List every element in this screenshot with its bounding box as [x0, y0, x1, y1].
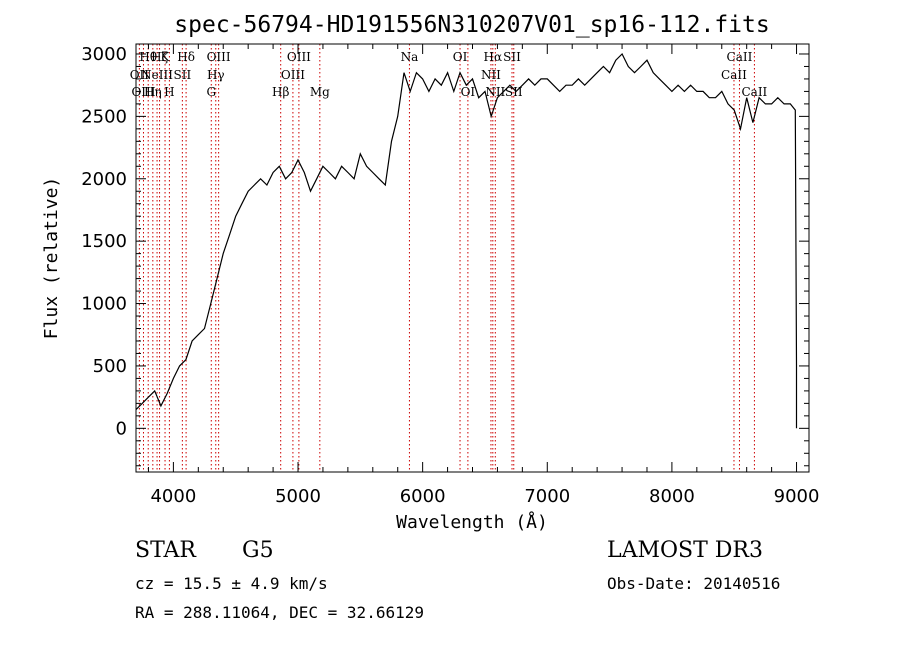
x-axis: 4000 5000 6000 7000 8000 9000	[147, 44, 820, 507]
plot-frame	[135, 43, 810, 473]
redshift: cz = 15.5 ± 4.9 km/s	[135, 574, 328, 593]
x-tick-label: 9000	[774, 486, 820, 507]
line-marker-label: Hα	[484, 50, 503, 64]
line-marker-label: Hζ	[151, 50, 168, 64]
y-tick-label: 2500	[81, 106, 127, 127]
line-marker-label: G	[206, 85, 216, 99]
y-tick-label: 0	[116, 418, 127, 439]
y-axis: 0 500 1000 1500 2000 2500 3000	[81, 44, 809, 467]
line-marker-label: H	[164, 85, 174, 99]
line-marker-label: Hγ	[207, 68, 225, 82]
line-marker-label: Hβ	[272, 85, 289, 99]
y-tick-label: 1000	[81, 294, 127, 315]
spectrum-line	[135, 52, 798, 429]
line-marker-label: SII	[503, 50, 521, 64]
x-tick-label: 8000	[649, 486, 695, 507]
y-tick-label: 1500	[81, 231, 127, 252]
chart-title: spec-56794-HD191556N310207V01_sp16-112.f…	[174, 12, 769, 38]
line-marker-label: OIII	[131, 85, 155, 99]
line-marker-label: OIII	[207, 50, 231, 64]
x-tick-label: 6000	[400, 486, 446, 507]
x-axis-label: Wavelength (Å)	[396, 511, 548, 533]
x-tick-label: 5000	[275, 486, 321, 507]
line-marker-label: OIII	[281, 68, 305, 82]
y-axis-label: Flux (relative)	[41, 177, 62, 340]
line-marker-labels: OIIOIIIHθHηNeIIIHζKHSIIHδGHγOIIIHβOIIIOI…	[130, 50, 768, 99]
line-marker-label: NII	[481, 68, 501, 82]
x-tick-label: 4000	[150, 486, 196, 507]
line-marker-label: Mg	[310, 85, 330, 99]
line-marker-label: K	[161, 50, 171, 64]
line-marker-label: Hη	[144, 85, 162, 99]
line-markers	[138, 44, 755, 472]
line-marker-label: CaII	[727, 50, 753, 64]
object-class: STAR	[135, 538, 196, 563]
line-marker-label: SII	[174, 68, 192, 82]
line-marker-label: OIII	[287, 50, 311, 64]
line-marker-label: Hδ	[177, 50, 195, 64]
x-tick-label: 7000	[524, 486, 570, 507]
y-tick-label: 3000	[81, 44, 127, 65]
line-marker-label: CaII	[721, 68, 747, 82]
y-tick-label: 500	[93, 356, 127, 377]
line-marker-label: OII	[130, 68, 150, 82]
y-tick-label: 2000	[81, 169, 127, 190]
coordinates: RA = 288.11064, DEC = 32.66129	[135, 603, 424, 622]
survey-name: LAMOST DR3	[607, 538, 763, 563]
subclass: G5	[242, 538, 274, 563]
line-marker-label: OI	[461, 85, 476, 99]
obs-date: Obs-Date: 20140516	[607, 574, 781, 593]
line-marker-label: OI	[453, 50, 468, 64]
line-marker-label: CaII	[741, 85, 767, 99]
line-marker-label: Na	[401, 50, 419, 64]
line-marker-label: NeIII	[141, 68, 173, 82]
line-marker-label: NII	[485, 85, 505, 99]
